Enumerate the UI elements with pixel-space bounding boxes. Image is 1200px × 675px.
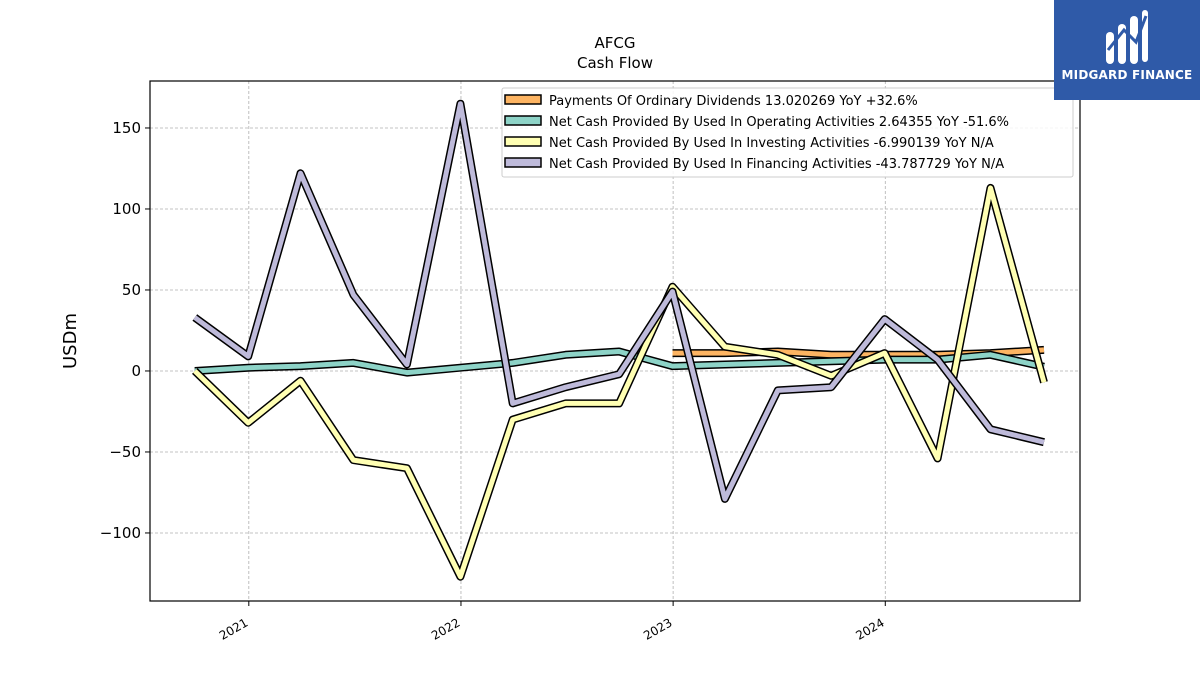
x-axis: 2021 2022 2023 2024 [217,601,887,643]
legend-swatch [504,157,542,168]
series-line-3 [193,101,1045,502]
midgard-finance-logo: MIDGARD FINANCE [1054,0,1200,100]
y-tick-label: −100 [100,524,141,542]
chart-title: AFCG [595,34,636,52]
legend-swatch [504,94,542,105]
chart-subtitle: Cash Flow [577,54,653,72]
series-layer [192,99,1048,581]
legend-swatch [504,115,542,126]
y-tick-label: 0 [131,362,141,380]
x-tick-label: 2024 [853,615,886,642]
series-line-1 [194,349,1045,376]
legend-entry: Net Cash Provided By Used In Financing A… [549,157,1004,172]
logo-text: MIDGARD FINANCE [1061,68,1193,82]
x-tick-label: 2023 [641,615,674,642]
legend-swatch [504,136,542,147]
legend: Payments Of Ordinary Dividends 13.020269… [501,87,1074,178]
y-tick-label: −50 [109,443,141,461]
y-tick-label: 100 [112,200,141,218]
legend-box [501,87,1074,178]
legend-entry: Net Cash Provided By Used In Operating A… [549,115,1009,130]
legend-entry: Net Cash Provided By Used In Investing A… [549,136,994,151]
series-line-2 [193,185,1047,580]
y-axis: −100 −50 0 50 100 150 [100,119,150,542]
legend-entry: Payments Of Ordinary Dividends 13.020269… [549,94,918,109]
y-tick-label: 150 [112,119,141,137]
y-tick-label: 50 [122,281,141,299]
plot-frame [149,80,1081,602]
y-axis-label: USDm [60,313,81,369]
x-tick-label: 2022 [429,615,462,642]
x-tick-label: 2021 [217,615,250,642]
logo-mark-icon [1106,10,1148,64]
series-outline-2 [192,183,1048,581]
